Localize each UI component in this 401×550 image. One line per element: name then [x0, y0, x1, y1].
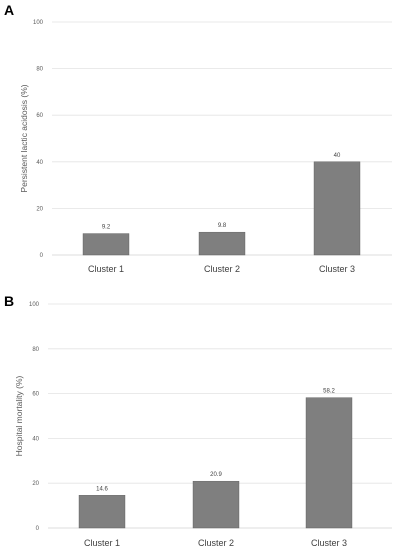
x-category-label: Cluster 1: [88, 264, 124, 274]
y-axis-label: Persistent lactic acidosis (%): [19, 84, 29, 192]
chart-panel-a: A 0 20 40 60 80 100 Persistent lactic acidosis …: [4, 2, 392, 274]
bar-data-label: 9.8: [218, 223, 227, 229]
bar: [82, 233, 130, 256]
bar-data-label: 20.9: [210, 472, 222, 478]
bar: [78, 495, 126, 529]
bar: [192, 480, 240, 529]
x-category-label: Cluster 3: [319, 264, 355, 274]
y-tick-label: 100: [29, 302, 40, 308]
y-tick-label: 60: [36, 113, 43, 119]
y-tick-label: 60: [32, 392, 39, 398]
y-tick-label: 40: [32, 436, 39, 442]
chart-panel-b: B 0 20 40 60 80 100 Hospital mortality (%) 14.6 C…: [4, 293, 392, 548]
panel-letter: B: [4, 293, 14, 309]
y-tick-label: 20: [36, 206, 43, 212]
bar-data-label: 40: [334, 153, 341, 159]
bar: [305, 397, 353, 529]
bar: [313, 161, 361, 256]
bar-data-label: 14.6: [96, 486, 108, 492]
x-category-label: Cluster 1: [84, 538, 120, 548]
x-category-label: Cluster 2: [204, 264, 240, 274]
bar: [198, 231, 246, 256]
x-category-label: Cluster 2: [198, 538, 234, 548]
y-tick-label: 80: [32, 347, 39, 353]
y-axis-label: Hospital mortality (%): [14, 375, 24, 456]
y-tick-label: 80: [36, 67, 43, 73]
y-tick-label: 20: [32, 481, 39, 487]
y-tick-label: 40: [36, 160, 43, 166]
bar-data-label: 58.2: [323, 389, 335, 395]
bar-data-label: 9.2: [102, 225, 111, 231]
x-category-label: Cluster 3: [311, 538, 347, 548]
panel-letter: A: [4, 2, 14, 18]
y-tick-label: 0: [40, 253, 44, 259]
y-tick-label: 100: [33, 20, 44, 26]
y-tick-label: 0: [36, 526, 40, 532]
